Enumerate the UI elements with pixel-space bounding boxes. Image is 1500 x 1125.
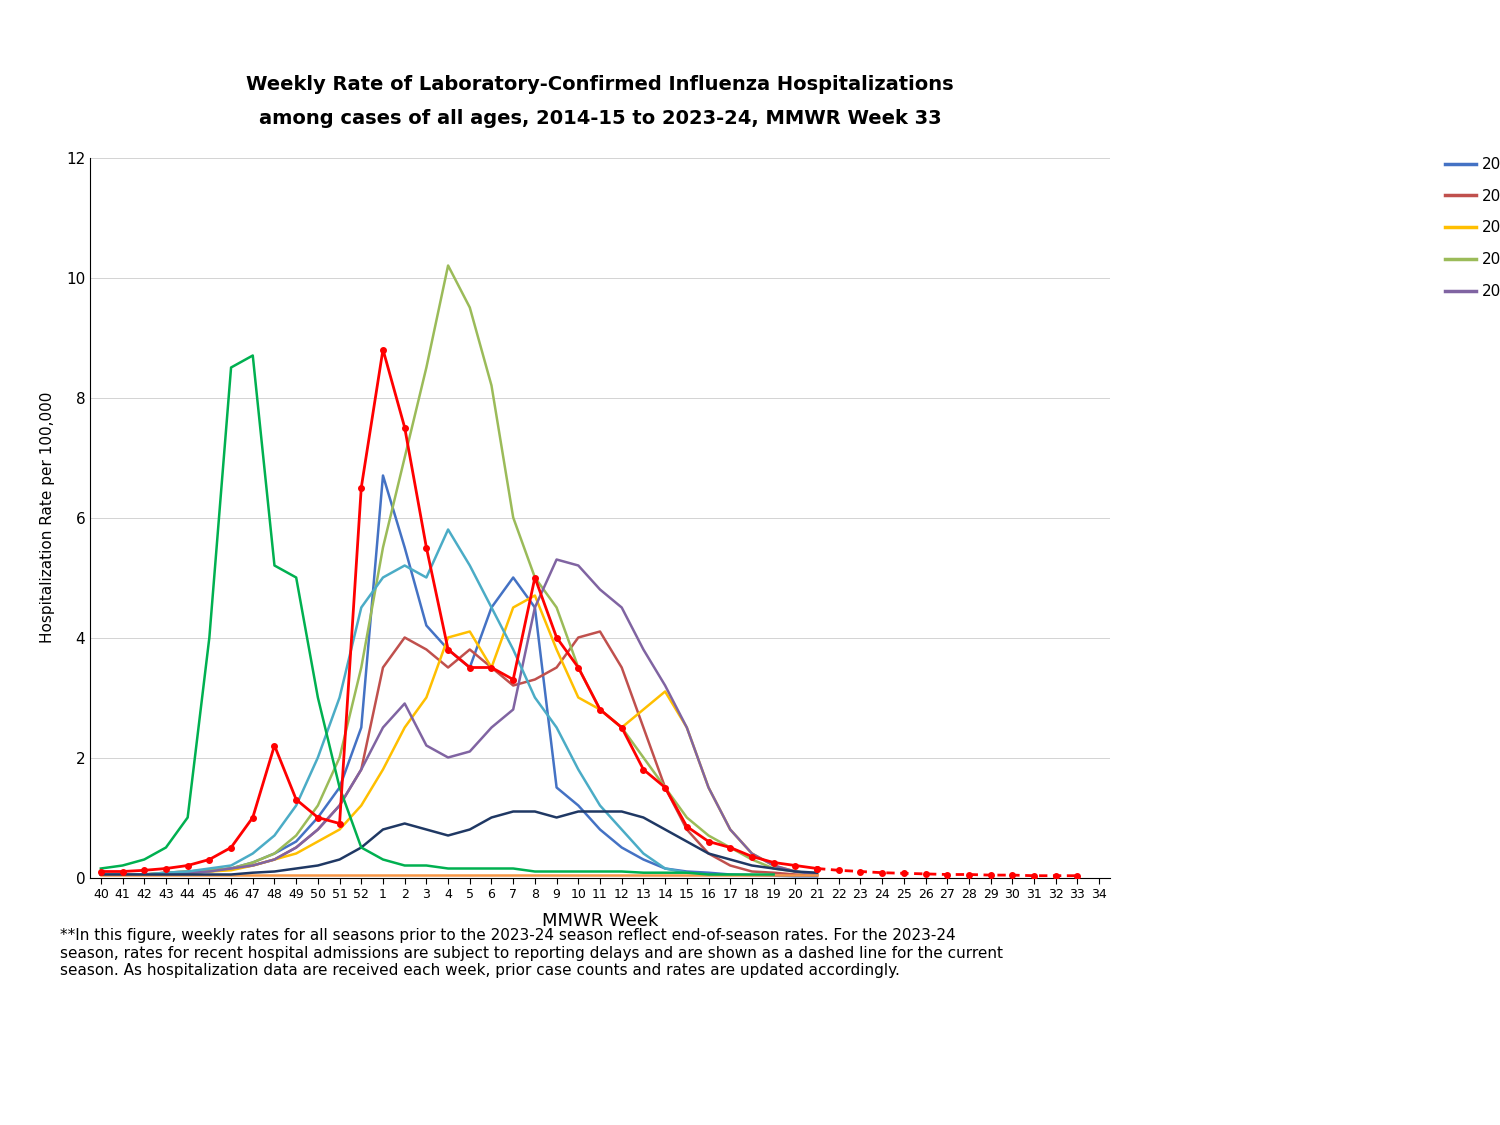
Text: Weekly Rate of Laboratory-Confirmed Influenza Hospitalizations: Weekly Rate of Laboratory-Confirmed Infl…: [246, 75, 954, 93]
Y-axis label: Hospitalization Rate per 100,000: Hospitalization Rate per 100,000: [40, 392, 56, 644]
X-axis label: MMWR Week: MMWR Week: [542, 912, 658, 930]
Legend: 2014-15, 2015-16, 2016-17, 2017-18, 2018-19, 2019-20, 2020-21, 2021-22, 2022-23,: 2014-15, 2015-16, 2016-17, 2017-18, 2018…: [1438, 151, 1500, 305]
Text: among cases of all ages, 2014-15 to 2023-24, MMWR Week 33: among cases of all ages, 2014-15 to 2023…: [258, 109, 942, 127]
Text: **In this figure, weekly rates for all seasons prior to the 2023-24 season refle: **In this figure, weekly rates for all s…: [60, 928, 1004, 978]
